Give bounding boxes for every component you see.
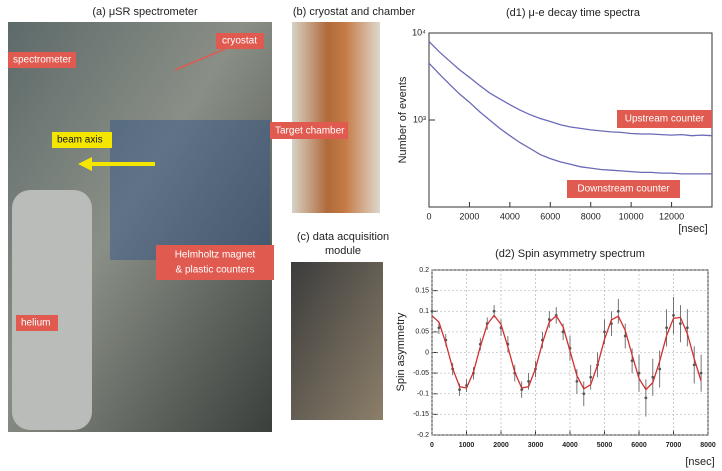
series-label-box <box>617 110 712 128</box>
y-tick-label: -0.15 <box>413 411 429 418</box>
photo-label: & plastic counters <box>176 265 255 276</box>
photo-label: cryostat <box>222 36 257 47</box>
photo <box>292 22 380 213</box>
panel-title: module <box>325 245 361 257</box>
label-box <box>8 52 76 68</box>
photo-detail <box>110 120 270 260</box>
x-axis-label: [nsec] <box>685 456 714 468</box>
x-tick-label: 12000 <box>659 211 684 221</box>
x-tick-label: 0 <box>426 211 431 221</box>
x-tick-label: 3000 <box>528 442 544 449</box>
data-point <box>575 379 579 383</box>
x-tick-label: 8000 <box>700 442 716 449</box>
x-tick-label: 4000 <box>562 442 578 449</box>
data-point <box>699 371 703 375</box>
photo-label: helium <box>21 318 50 329</box>
series-label: Downstream counter <box>577 184 670 195</box>
data-point <box>679 322 682 326</box>
data-point <box>437 326 441 330</box>
fit-line <box>431 314 702 391</box>
label-box <box>216 33 264 49</box>
data-point <box>692 363 696 367</box>
photo-label: Helmholtz magnet <box>175 250 256 261</box>
x-tick-label: 8000 <box>581 211 601 221</box>
panel-title: (b) cryostat and chamber <box>293 6 416 18</box>
data-point <box>520 388 524 392</box>
x-tick-label: 2000 <box>459 211 479 221</box>
x-tick-label: 10000 <box>619 211 644 221</box>
y-axis-label: Spin asymmetry <box>395 312 407 391</box>
data-point <box>430 309 434 313</box>
data-point <box>658 367 662 371</box>
y-tick-label: 0.15 <box>415 287 429 294</box>
data-point <box>672 313 675 317</box>
panel-title: (a) μSR spectrometer <box>92 6 198 18</box>
data-point <box>547 318 551 321</box>
x-tick-label: 6000 <box>631 442 647 449</box>
x-tick-label: 4000 <box>500 211 520 221</box>
label-box <box>52 132 112 148</box>
y-tick-label: 10⁴ <box>412 27 426 37</box>
series-label-box <box>567 180 680 198</box>
x-tick-label: 7000 <box>666 442 682 449</box>
data-point <box>616 309 620 313</box>
label-box <box>156 245 274 280</box>
data-point <box>630 359 634 363</box>
y-tick-label: 0 <box>425 349 429 356</box>
data-point <box>644 396 648 400</box>
x-tick-label: 6000 <box>540 211 560 221</box>
data-point <box>458 388 461 392</box>
data-point <box>527 379 530 383</box>
data-point <box>623 334 627 338</box>
data-point <box>492 309 496 313</box>
data-point <box>651 375 655 379</box>
x-tick-label: 2000 <box>493 442 509 449</box>
data-point <box>685 326 689 330</box>
photo-label: spectrometer <box>13 55 72 66</box>
y-tick-label: 0.05 <box>415 329 429 336</box>
panel-title: (c) data acquisition <box>297 231 389 243</box>
y-tick-label: 10³ <box>413 114 426 124</box>
x-tick-label: 0 <box>430 442 434 449</box>
y-tick-label: -0.1 <box>417 391 429 398</box>
x-tick-label: 1000 <box>459 442 475 449</box>
pointer <box>174 48 226 71</box>
photo-label: beam axis <box>57 135 103 146</box>
photo-detail <box>12 190 92 430</box>
series-line <box>428 62 712 175</box>
chart-title: (d1) μ-e decay time spectra <box>506 7 641 19</box>
y-tick-label: -0.2 <box>417 432 429 439</box>
photo <box>291 262 383 420</box>
series-label: Upstream counter <box>625 114 705 125</box>
label-box <box>270 122 348 139</box>
data-point <box>665 326 668 330</box>
label-box <box>16 315 58 331</box>
x-tick-label: 5000 <box>597 442 613 449</box>
series-line <box>428 40 713 137</box>
y-tick-label: 0.1 <box>419 308 429 315</box>
chart-title: (d2) Spin asymmetry spectrum <box>495 248 645 260</box>
x-axis-label: [nsec] <box>678 223 707 235</box>
arrow-head <box>78 157 92 171</box>
y-tick-label: 0.2 <box>419 267 429 274</box>
data-point <box>603 330 606 334</box>
y-tick-label: -0.05 <box>413 370 429 377</box>
data-point <box>589 375 593 379</box>
data-point <box>582 392 586 396</box>
y-axis-label: Number of events <box>397 76 409 163</box>
photo-label: Target chamber <box>275 126 345 137</box>
